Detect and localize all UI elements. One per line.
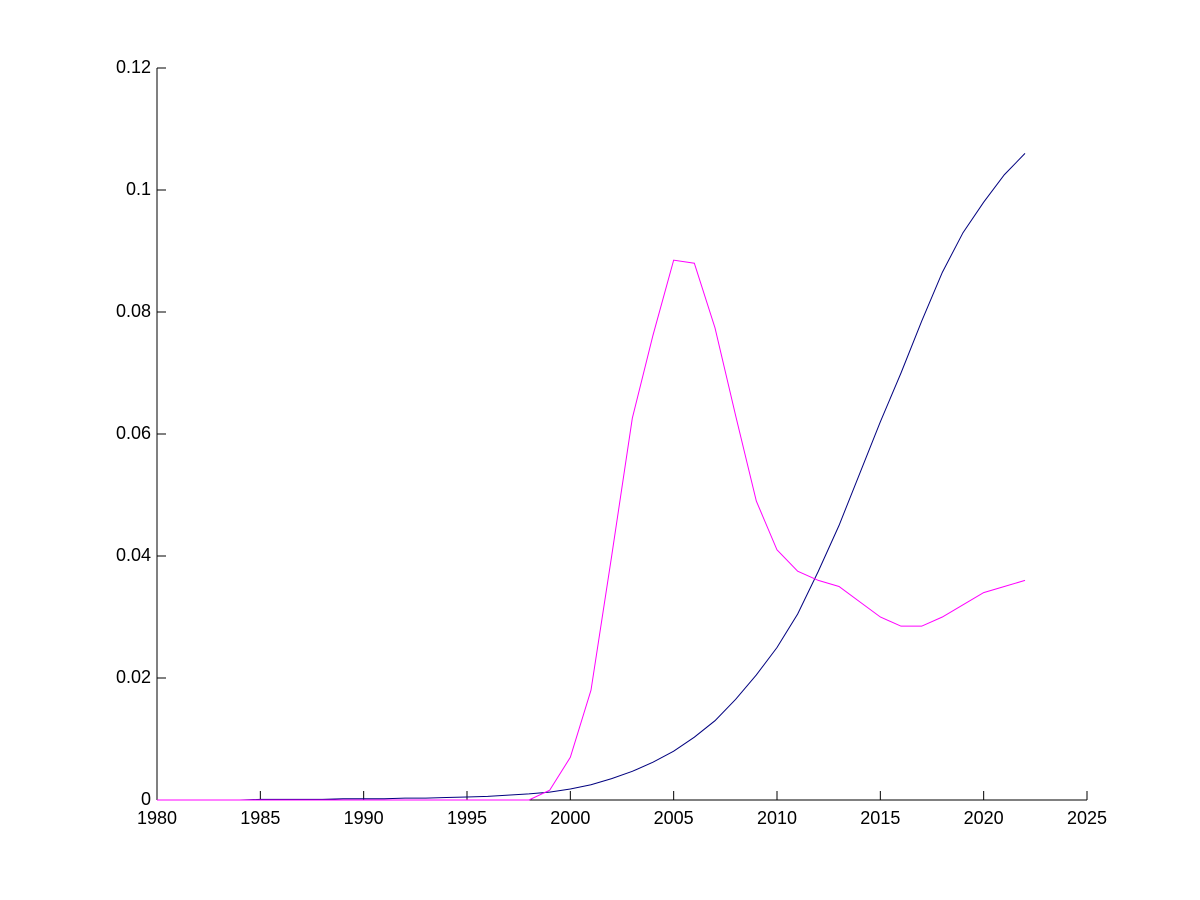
x-tick-label: 2020	[964, 808, 1004, 828]
x-tick-label: 1990	[344, 808, 384, 828]
x-tick-label: 1985	[240, 808, 280, 828]
series-line	[157, 153, 1026, 801]
x-tick-label: 2005	[654, 808, 694, 828]
y-tick-label: 0	[141, 789, 151, 809]
y-tick-label: 0.06	[116, 423, 151, 443]
x-tick-label: 1995	[447, 808, 487, 828]
series-line	[157, 259, 1026, 801]
y-tick-label: 0.02	[116, 667, 151, 687]
x-tick-label: 2025	[1067, 808, 1107, 828]
x-tick-label: 2010	[757, 808, 797, 828]
x-tick-label: 2000	[550, 808, 590, 828]
y-tick-label: 0.1	[126, 179, 151, 199]
x-tick-label: 1980	[137, 808, 177, 828]
y-tick-label: 0.04	[116, 545, 151, 565]
x-tick-label: 2015	[860, 808, 900, 828]
y-tick-label: 0.12	[116, 57, 151, 77]
y-tick-label: 0.08	[116, 301, 151, 321]
